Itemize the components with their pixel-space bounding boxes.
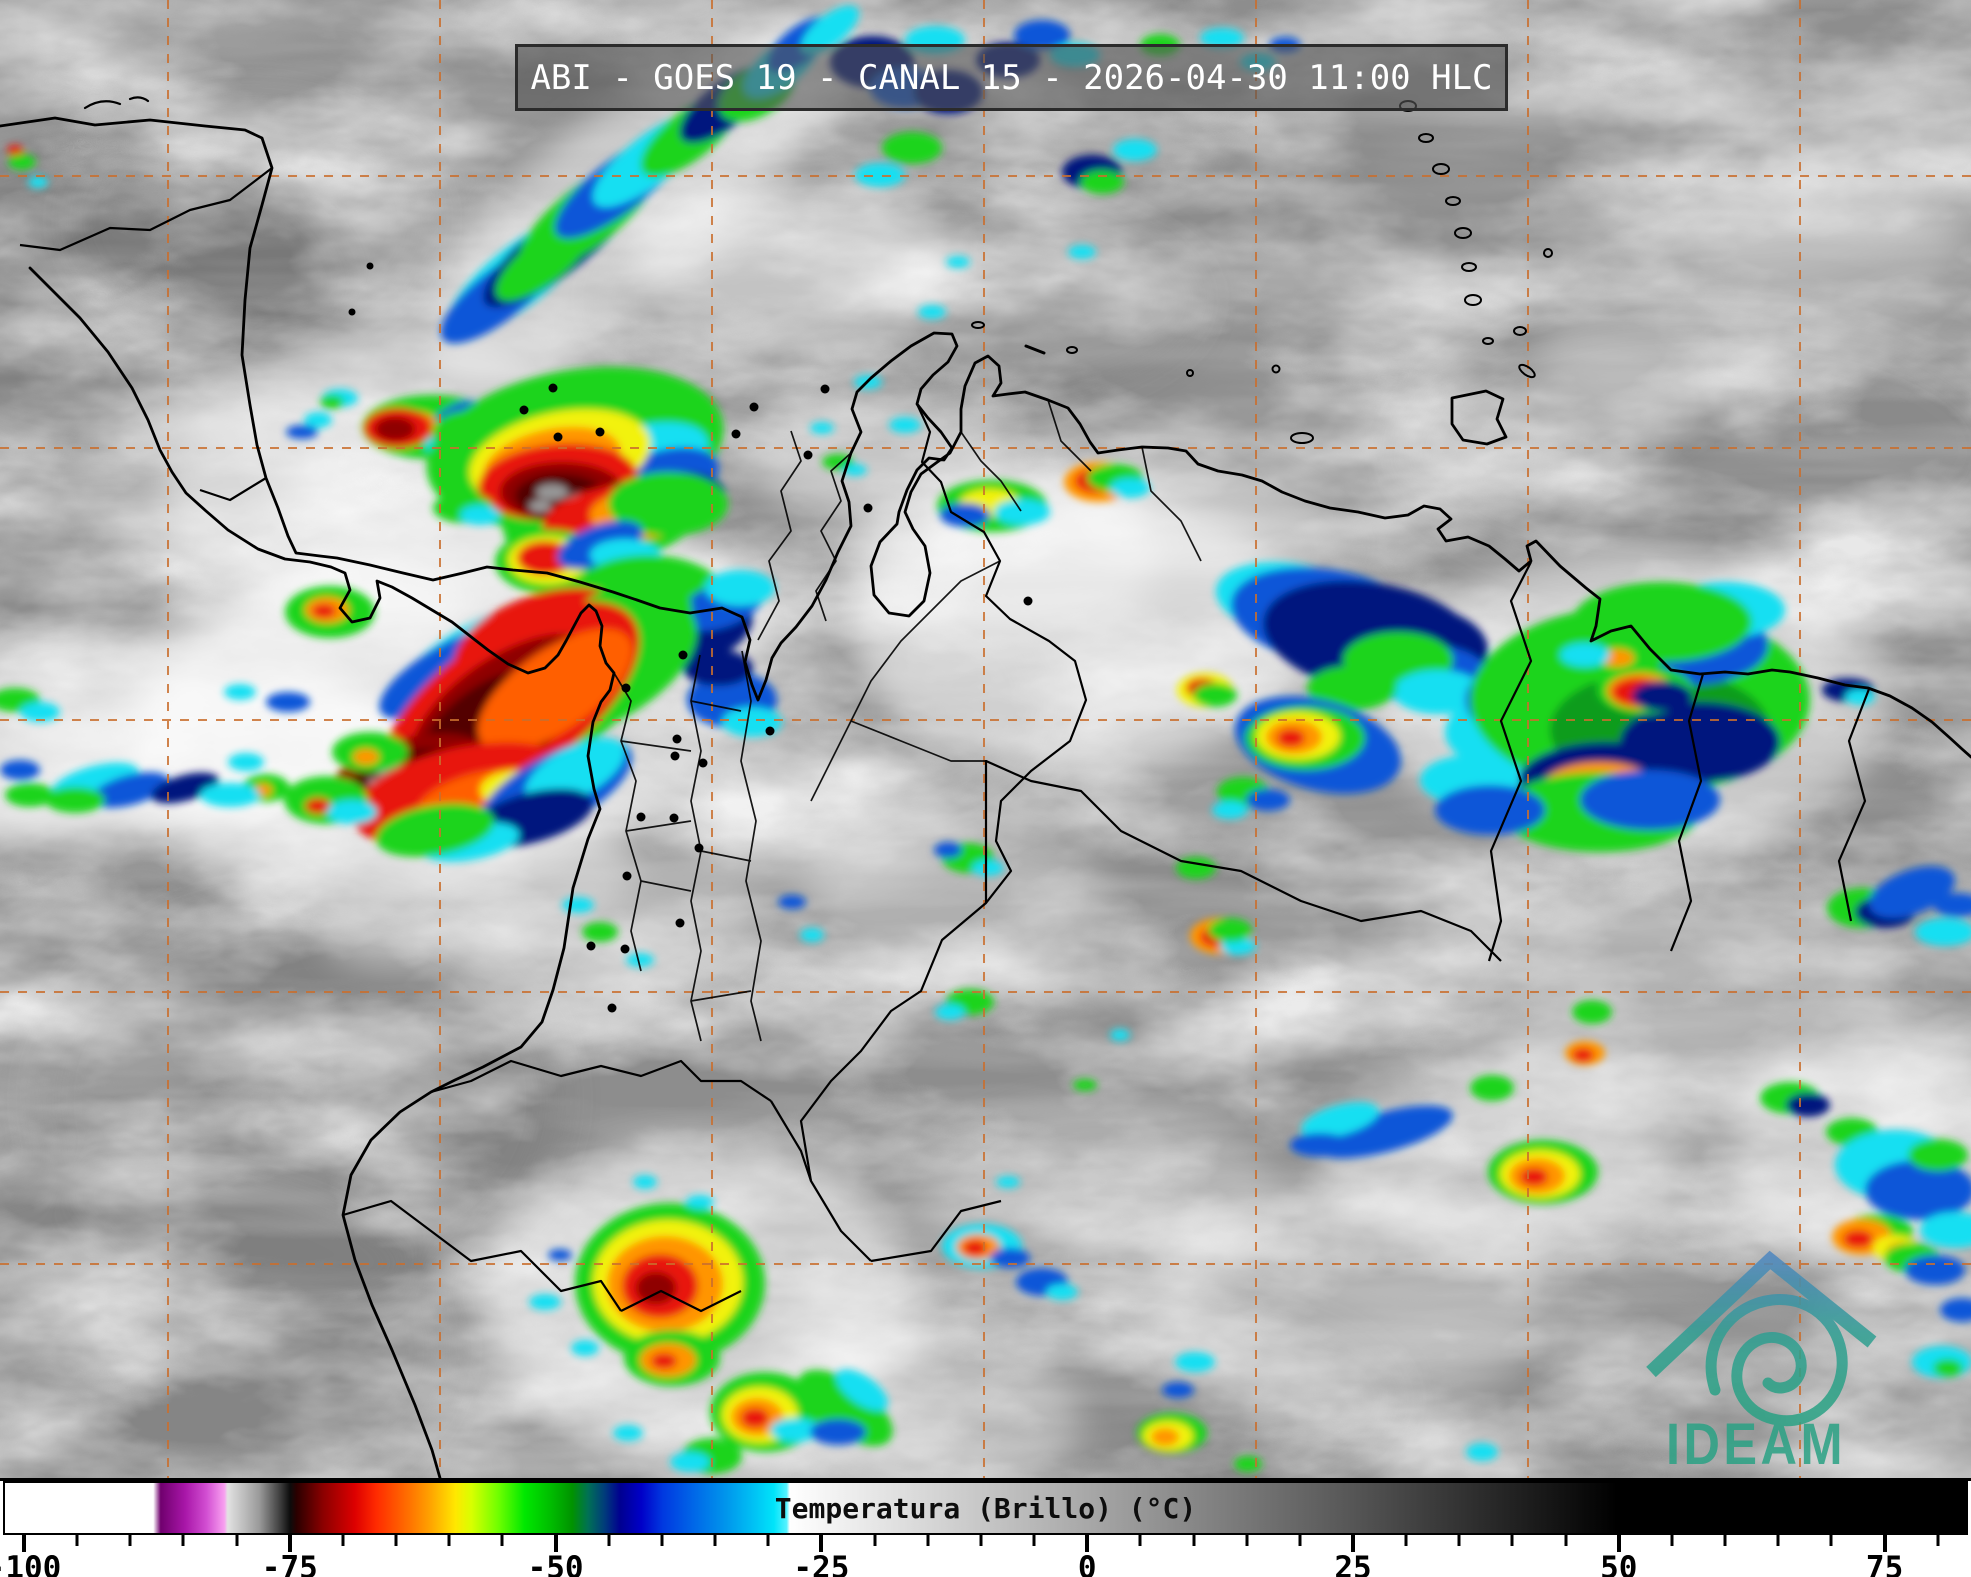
colorbar-minor-tick xyxy=(607,1535,611,1546)
colorbar-minor-tick xyxy=(1936,1535,1940,1546)
colorbar-minor-tick xyxy=(766,1535,770,1546)
colorbar-tick-label: -25 xyxy=(793,1550,850,1577)
ideam-logo: IDEAM xyxy=(1646,1250,1877,1477)
title-text: ABI - GOES 19 - CANAL 15 - 2026-04-30 11… xyxy=(530,57,1493,98)
colorbar-minor-tick xyxy=(75,1535,79,1546)
graticule xyxy=(0,0,1971,1478)
colorbar-tick-label: -50 xyxy=(527,1550,584,1577)
colorbar-minor-tick xyxy=(394,1535,398,1546)
colorbar-minor-tick xyxy=(713,1535,717,1546)
colorbar-major-tick xyxy=(1351,1535,1355,1552)
colorbar-minor-tick xyxy=(660,1535,664,1546)
colorbar-minor-tick xyxy=(873,1535,877,1546)
convection-cells-layer xyxy=(0,5,1971,1474)
colorbar-minor-tick xyxy=(447,1535,451,1546)
colorbar-major-tick xyxy=(553,1535,558,1552)
colorbar-minor-tick xyxy=(181,1535,185,1546)
colorbar-minor-tick xyxy=(1192,1535,1196,1546)
ideam-logo-text: IDEAM xyxy=(1666,1412,1846,1477)
colorbar-minor-tick xyxy=(500,1535,504,1546)
colorbar-tick-label: -100 xyxy=(0,1550,62,1577)
title-bar: ABI - GOES 19 - CANAL 15 - 2026-04-30 11… xyxy=(515,44,1508,111)
colorbar-minor-tick xyxy=(1138,1535,1142,1546)
colorbar-minor-tick xyxy=(926,1535,930,1546)
colorbar-minor-tick xyxy=(1298,1535,1302,1546)
colorbar-major-tick xyxy=(819,1535,824,1552)
colorbar-top-border xyxy=(0,1478,1971,1481)
colorbar-minor-tick xyxy=(128,1535,132,1546)
colorbar-tick-label: 25 xyxy=(1334,1550,1372,1577)
colorbar-minor-tick xyxy=(1723,1535,1727,1546)
colorbar-major-tick xyxy=(287,1535,292,1552)
colorbar-tick-label: 0 xyxy=(1077,1550,1097,1577)
colorbar-gradient xyxy=(3,1481,1968,1535)
ideam-logo-mountain xyxy=(1646,1250,1877,1378)
colorbar-tick-label: -75 xyxy=(261,1550,318,1577)
coastlines xyxy=(0,96,1971,1478)
colorbar-minor-tick xyxy=(979,1535,983,1546)
city-dots xyxy=(348,262,1033,1013)
colorbar-minor-tick xyxy=(1245,1535,1249,1546)
colorbar-minor-tick xyxy=(1404,1535,1408,1546)
colorbar-minor-tick xyxy=(1510,1535,1514,1546)
colorbar-minor-tick xyxy=(1829,1535,1833,1546)
colorbar-minor-tick xyxy=(341,1535,345,1546)
colorbar-tick-label: 75 xyxy=(1865,1550,1904,1577)
colorbar-major-tick xyxy=(1616,1535,1621,1552)
colorbar-major-tick xyxy=(1085,1535,1090,1552)
colorbar-minor-tick xyxy=(235,1535,239,1546)
ideam-logo-spiral xyxy=(1705,1294,1848,1427)
colorbar-major-tick xyxy=(22,1535,26,1552)
colorbar-minor-tick xyxy=(1457,1535,1461,1546)
colorbar-area: Temperatura (Brillo) (°C) -100-75-50-250… xyxy=(0,1478,1971,1577)
colorbar-tick-label: 50 xyxy=(1600,1550,1638,1577)
colorbar-minor-tick xyxy=(1564,1535,1568,1546)
colorbar-major-tick xyxy=(1882,1535,1887,1552)
colorbar-minor-tick xyxy=(1670,1535,1674,1546)
colorbar-minor-tick xyxy=(1776,1535,1780,1546)
country-borders xyxy=(19,167,1871,1313)
colorbar-minor-tick xyxy=(1032,1535,1036,1546)
